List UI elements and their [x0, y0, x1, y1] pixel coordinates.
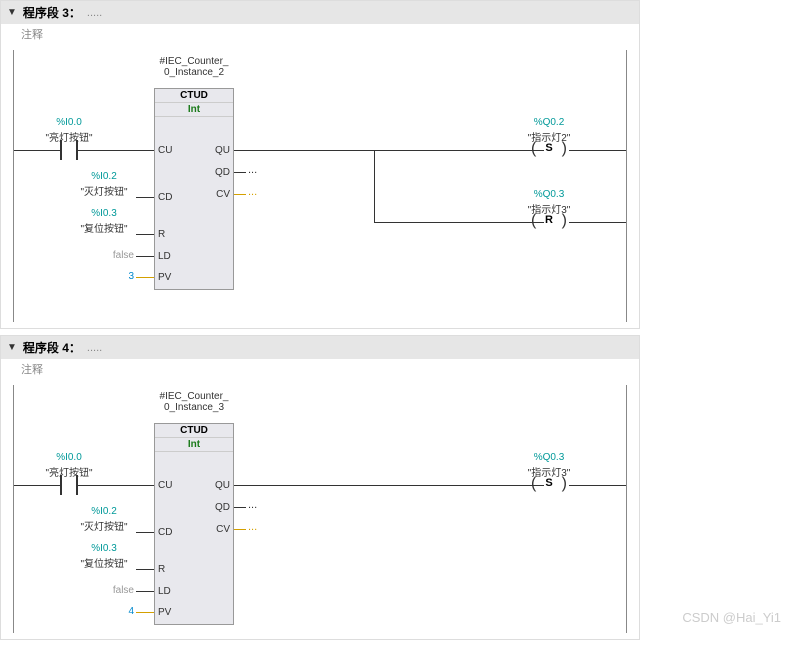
pin-cd: CD	[158, 527, 172, 538]
cu-contact[interactable]	[54, 475, 84, 495]
pv-val: 4	[109, 606, 134, 617]
cv-dots: ...	[248, 521, 257, 533]
out1-coil-type: S	[529, 142, 569, 154]
pin-pv: PV	[158, 607, 171, 618]
ctud-block[interactable]: CTUD Int CU CD R LD PV QU QD CV	[154, 88, 234, 290]
cd-sym: "灭灯按钮"	[69, 518, 139, 533]
qd-dots: ...	[248, 499, 257, 511]
pv-val: 3	[109, 271, 134, 282]
network-dots: .....	[87, 7, 102, 19]
out1-coil[interactable]: S	[529, 477, 569, 495]
network-comment[interactable]: 注释	[1, 24, 639, 44]
r-addr: %I0.3	[69, 543, 139, 554]
cu-addr: %I0.0	[34, 117, 104, 128]
pin-ld: LD	[158, 586, 171, 597]
out2-coil[interactable]: R	[529, 214, 569, 232]
pin-cv: CV	[216, 189, 230, 200]
pin-pv: PV	[158, 272, 171, 283]
ladder-area-3[interactable]: #IEC_Counter_ 0_Instance_2 %I0.0 "亮灯按钮" …	[13, 50, 627, 322]
r-sym: "复位按钮"	[69, 220, 139, 235]
out1-addr: %Q0.2	[514, 117, 584, 128]
qd-dots: ...	[248, 164, 257, 176]
collapse-icon[interactable]: ▼	[7, 7, 17, 18]
fb-type: Int	[155, 438, 233, 452]
network-4: ▼ 程序段 4： ..... 注释 #IEC_Counter_ 0_Instan…	[0, 335, 640, 640]
pin-qu: QU	[215, 145, 230, 156]
cv-dots: ...	[248, 186, 257, 198]
collapse-icon[interactable]: ▼	[7, 342, 17, 353]
instance-line2: 0_Instance_3	[139, 402, 249, 413]
out2-addr: %Q0.3	[514, 189, 584, 200]
out1-coil-type: S	[529, 477, 569, 489]
network-header[interactable]: ▼ 程序段 4： .....	[1, 336, 639, 359]
pin-r: R	[158, 564, 165, 575]
ctud-block[interactable]: CTUD Int CU CD R LD PV QU QD CV	[154, 423, 234, 625]
instance-line1: #IEC_Counter_	[139, 56, 249, 67]
cd-addr: %I0.2	[69, 506, 139, 517]
ladder-area-4[interactable]: #IEC_Counter_ 0_Instance_3 %I0.0 "亮灯按钮" …	[13, 385, 627, 633]
pin-cd: CD	[158, 192, 172, 203]
pin-cu: CU	[158, 480, 172, 491]
out1-coil[interactable]: S	[529, 142, 569, 160]
watermark: CSDN @Hai_Yi1	[682, 610, 781, 625]
pin-cv: CV	[216, 524, 230, 535]
fb-type: Int	[155, 103, 233, 117]
network-header[interactable]: ▼ 程序段 3： .....	[1, 1, 639, 24]
network-comment[interactable]: 注释	[1, 359, 639, 379]
pin-ld: LD	[158, 251, 171, 262]
fb-name: CTUD	[155, 89, 233, 103]
network-dots: .....	[87, 342, 102, 354]
instance-line2: 0_Instance_2	[139, 67, 249, 78]
r-sym: "复位按钮"	[69, 555, 139, 570]
fb-name: CTUD	[155, 424, 233, 438]
ld-val: false	[89, 585, 134, 596]
pin-cu: CU	[158, 145, 172, 156]
out1-addr: %Q0.3	[514, 452, 584, 463]
network-3: ▼ 程序段 3： ..... 注释 #IEC_Counter_ 0_Instan…	[0, 0, 640, 329]
cd-addr: %I0.2	[69, 171, 139, 182]
instance-label: #IEC_Counter_ 0_Instance_3	[139, 391, 249, 413]
cu-contact[interactable]	[54, 140, 84, 160]
network-title: 程序段 4：	[23, 339, 81, 356]
ld-val: false	[89, 250, 134, 261]
pin-qd: QD	[215, 502, 230, 513]
pin-qu: QU	[215, 480, 230, 491]
pin-qd: QD	[215, 167, 230, 178]
instance-label: #IEC_Counter_ 0_Instance_2	[139, 56, 249, 78]
pin-r: R	[158, 229, 165, 240]
cu-addr: %I0.0	[34, 452, 104, 463]
instance-line1: #IEC_Counter_	[139, 391, 249, 402]
cd-sym: "灭灯按钮"	[69, 183, 139, 198]
out2-coil-type: R	[529, 214, 569, 226]
network-title: 程序段 3：	[23, 4, 81, 21]
r-addr: %I0.3	[69, 208, 139, 219]
